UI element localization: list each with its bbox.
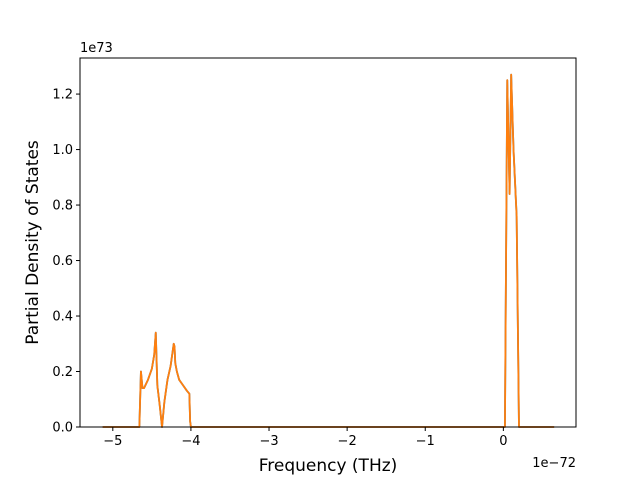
x-axis-label: Frequency (THz) (259, 456, 398, 476)
x-axis-offset-label: 1e−72 (532, 456, 576, 471)
y-axis-offset-label: 1e73 (80, 41, 113, 56)
y-tick-label: 1.2 (52, 88, 73, 103)
plot-area-frame (79, 57, 577, 428)
y-tick-label: 0.6 (52, 254, 73, 269)
x-tick-label: −1 (416, 434, 435, 449)
x-tick-label: −4 (181, 434, 200, 449)
y-tick-label: 0.0 (52, 421, 73, 436)
series-layer (102, 73, 555, 428)
y-tick-label: 0.8 (52, 199, 73, 214)
x-tick-label: −5 (103, 434, 122, 449)
series-line-2 (102, 73, 555, 428)
y-tick-label: 0.4 (52, 310, 73, 325)
x-tick-label: −3 (259, 434, 278, 449)
y-tick-label: 1.0 (52, 143, 73, 158)
y-tick-label: 0.2 (52, 365, 73, 380)
x-tick-label: 0 (499, 434, 507, 449)
x-tick-label: −2 (338, 434, 357, 449)
tick-layer: −5 −4 −3 −2 −1 0 0.0 0.2 0.4 0.6 0.8 1.0 1.2 (52, 88, 507, 449)
y-axis-label: Partial Density of States (23, 140, 43, 345)
